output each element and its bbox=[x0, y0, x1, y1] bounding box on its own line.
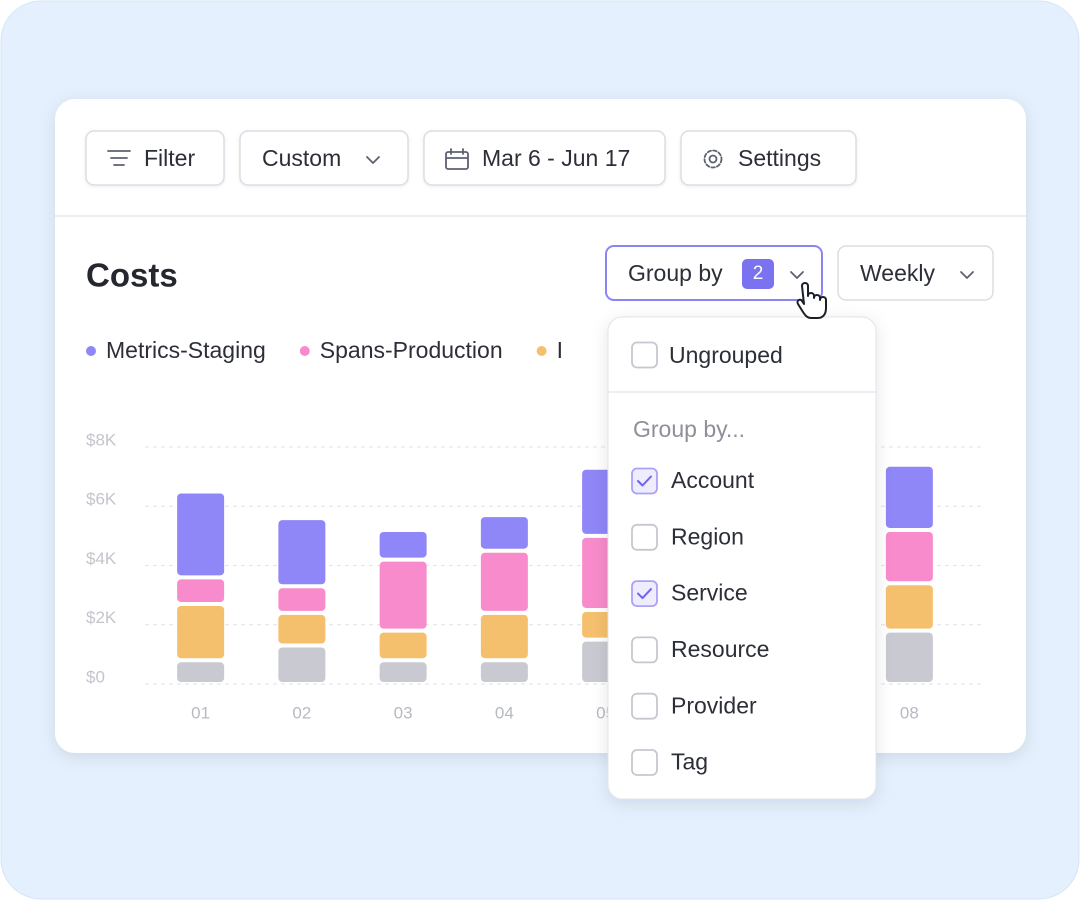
bar-segment bbox=[278, 647, 326, 682]
bar-segment bbox=[177, 493, 225, 576]
date-button[interactable]: Mar 6 - Jun 17 bbox=[423, 130, 666, 186]
bar-segment bbox=[480, 614, 528, 659]
bar-segment bbox=[177, 606, 225, 659]
check-mark bbox=[637, 588, 652, 600]
date-label: Mar 6 - Jun 17 bbox=[482, 145, 630, 171]
legend-label: Spans-Production bbox=[320, 337, 503, 363]
legend-label: I bbox=[557, 337, 563, 363]
x-tick-label: 03 bbox=[394, 703, 413, 722]
checkbox bbox=[631, 467, 658, 495]
hand-cursor bbox=[796, 282, 827, 319]
cursor bbox=[796, 282, 827, 319]
menu-item-label: Region bbox=[671, 523, 744, 549]
bar-segment bbox=[177, 662, 225, 682]
y-tick-label: $6K bbox=[86, 490, 117, 509]
menu-item-label: Service bbox=[671, 580, 748, 606]
chevron-icon bbox=[790, 271, 804, 279]
checkbox bbox=[631, 636, 658, 664]
chevron-icon bbox=[366, 156, 380, 164]
menu-item-label: Account bbox=[671, 467, 755, 493]
x-tick-label: 04 bbox=[495, 703, 514, 722]
checkbox bbox=[631, 749, 658, 776]
interval-label: Weekly bbox=[860, 260, 935, 286]
custom-button-bg bbox=[239, 130, 409, 186]
gear-center bbox=[708, 154, 718, 164]
menu-section-label: Group by... bbox=[633, 416, 745, 442]
group-by-button[interactable]: Group by 2 bbox=[605, 245, 823, 301]
checkbox bbox=[631, 580, 658, 607]
y-tick-label: $0 bbox=[86, 667, 105, 686]
menu-item-label: Tag bbox=[671, 749, 708, 775]
settings-button-bg bbox=[680, 130, 857, 186]
bar-segment bbox=[885, 531, 933, 582]
bar-segment bbox=[278, 520, 326, 585]
menu-item-label: Provider bbox=[671, 692, 757, 718]
interval-button[interactable]: Weekly bbox=[837, 245, 994, 301]
x-tick-label: 08 bbox=[900, 703, 919, 722]
settings-button[interactable]: Settings bbox=[680, 130, 857, 186]
legend-swatch bbox=[299, 346, 310, 356]
menu-panel bbox=[607, 316, 877, 800]
bar-segment bbox=[379, 561, 427, 629]
interval-bg bbox=[837, 245, 994, 301]
bar-segment bbox=[379, 662, 427, 682]
x-tick-label: 01 bbox=[191, 703, 210, 722]
bar-segment bbox=[379, 531, 427, 558]
filter-button-bg bbox=[85, 130, 225, 186]
chart-title: Costs bbox=[86, 257, 178, 294]
group-by-menu: Group by... Ungrouped Account Region Servic… bbox=[607, 316, 877, 800]
y-tick-label: $8K bbox=[86, 430, 117, 449]
bar-segment bbox=[885, 632, 933, 682]
filter-button[interactable]: Filter bbox=[85, 130, 225, 186]
chevron-icon bbox=[960, 271, 974, 279]
group-by-label: Group by bbox=[628, 260, 723, 286]
checkbox bbox=[631, 341, 658, 369]
checkbox bbox=[631, 692, 658, 720]
filter-icon bbox=[107, 150, 131, 166]
bar-segment bbox=[480, 517, 528, 549]
legend-swatch bbox=[86, 346, 96, 356]
bar-segment bbox=[480, 552, 528, 611]
bar-segment bbox=[379, 632, 427, 659]
bar-segment bbox=[480, 662, 528, 682]
menu-item-label: Ungrouped bbox=[669, 342, 783, 368]
bar-segment bbox=[278, 588, 326, 611]
bar-segment bbox=[885, 466, 933, 528]
date-button-bg bbox=[423, 130, 666, 186]
count-badge bbox=[742, 259, 774, 289]
bar-segment bbox=[278, 614, 326, 644]
bar-segment bbox=[177, 579, 225, 603]
x-tick-label: 02 bbox=[292, 703, 311, 722]
settings-label: Settings bbox=[738, 145, 821, 171]
gear-icon bbox=[703, 149, 723, 169]
custom-button[interactable]: Custom bbox=[239, 130, 409, 186]
menu-item-label: Resource bbox=[671, 636, 769, 662]
bar-segment bbox=[885, 585, 933, 629]
count-badge-label: 2 bbox=[753, 263, 764, 284]
calendar-icon bbox=[445, 148, 469, 170]
checkbox bbox=[631, 523, 658, 551]
legend-swatch bbox=[536, 346, 547, 356]
y-tick-label: $2K bbox=[86, 608, 117, 627]
legend-label: Metrics-Staging bbox=[106, 337, 266, 363]
check-mark bbox=[637, 475, 652, 487]
y-tick-label: $4K bbox=[86, 549, 117, 568]
filter-label: Filter bbox=[144, 145, 195, 171]
custom-label: Custom bbox=[262, 145, 341, 171]
